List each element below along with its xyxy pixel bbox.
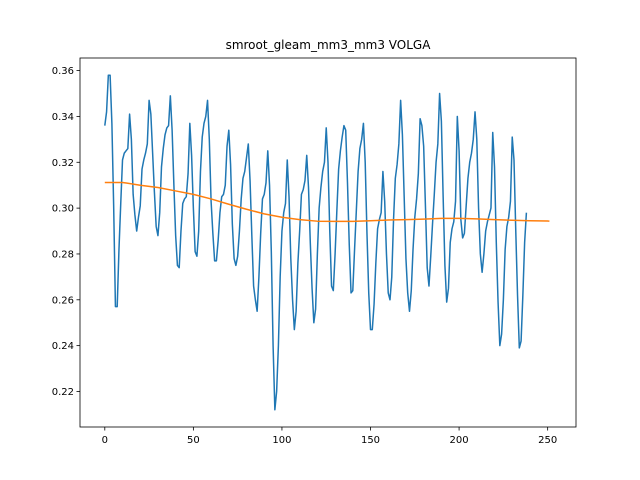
series-layer — [104, 74, 550, 411]
x-tick-label: 100 — [272, 435, 291, 446]
x-tick-label: 50 — [187, 435, 200, 446]
plot-frame — [79, 57, 577, 428]
series-1 — [104, 181, 550, 223]
y-tick-label: 0.28 — [52, 249, 74, 260]
x-axis-ticks: 0 50 100 150 200 250 — [102, 427, 557, 446]
y-axis-ticks: 0.22 0.24 0.26 0.28 0.30 0.32 0.34 0.36 — [52, 66, 80, 398]
y-tick-label: 0.32 — [52, 158, 74, 169]
x-tick-label: 150 — [361, 435, 380, 446]
y-tick-label: 0.24 — [52, 341, 74, 352]
y-tick-label: 0.36 — [52, 66, 74, 77]
series-line-1 — [104, 181, 550, 223]
x-tick-label: 250 — [538, 435, 557, 446]
series-0 — [104, 74, 528, 411]
x-tick-label: 0 — [102, 435, 108, 446]
y-tick-label: 0.34 — [52, 112, 74, 123]
y-tick-label: 0.26 — [52, 295, 74, 306]
x-tick-label: 200 — [450, 435, 469, 446]
y-tick-label: 0.30 — [52, 204, 74, 215]
chart-title: smroot_gleam_mm3_mm3 VOLGA — [226, 38, 432, 52]
y-tick-label: 0.22 — [52, 387, 74, 398]
series-line-0 — [104, 74, 528, 411]
